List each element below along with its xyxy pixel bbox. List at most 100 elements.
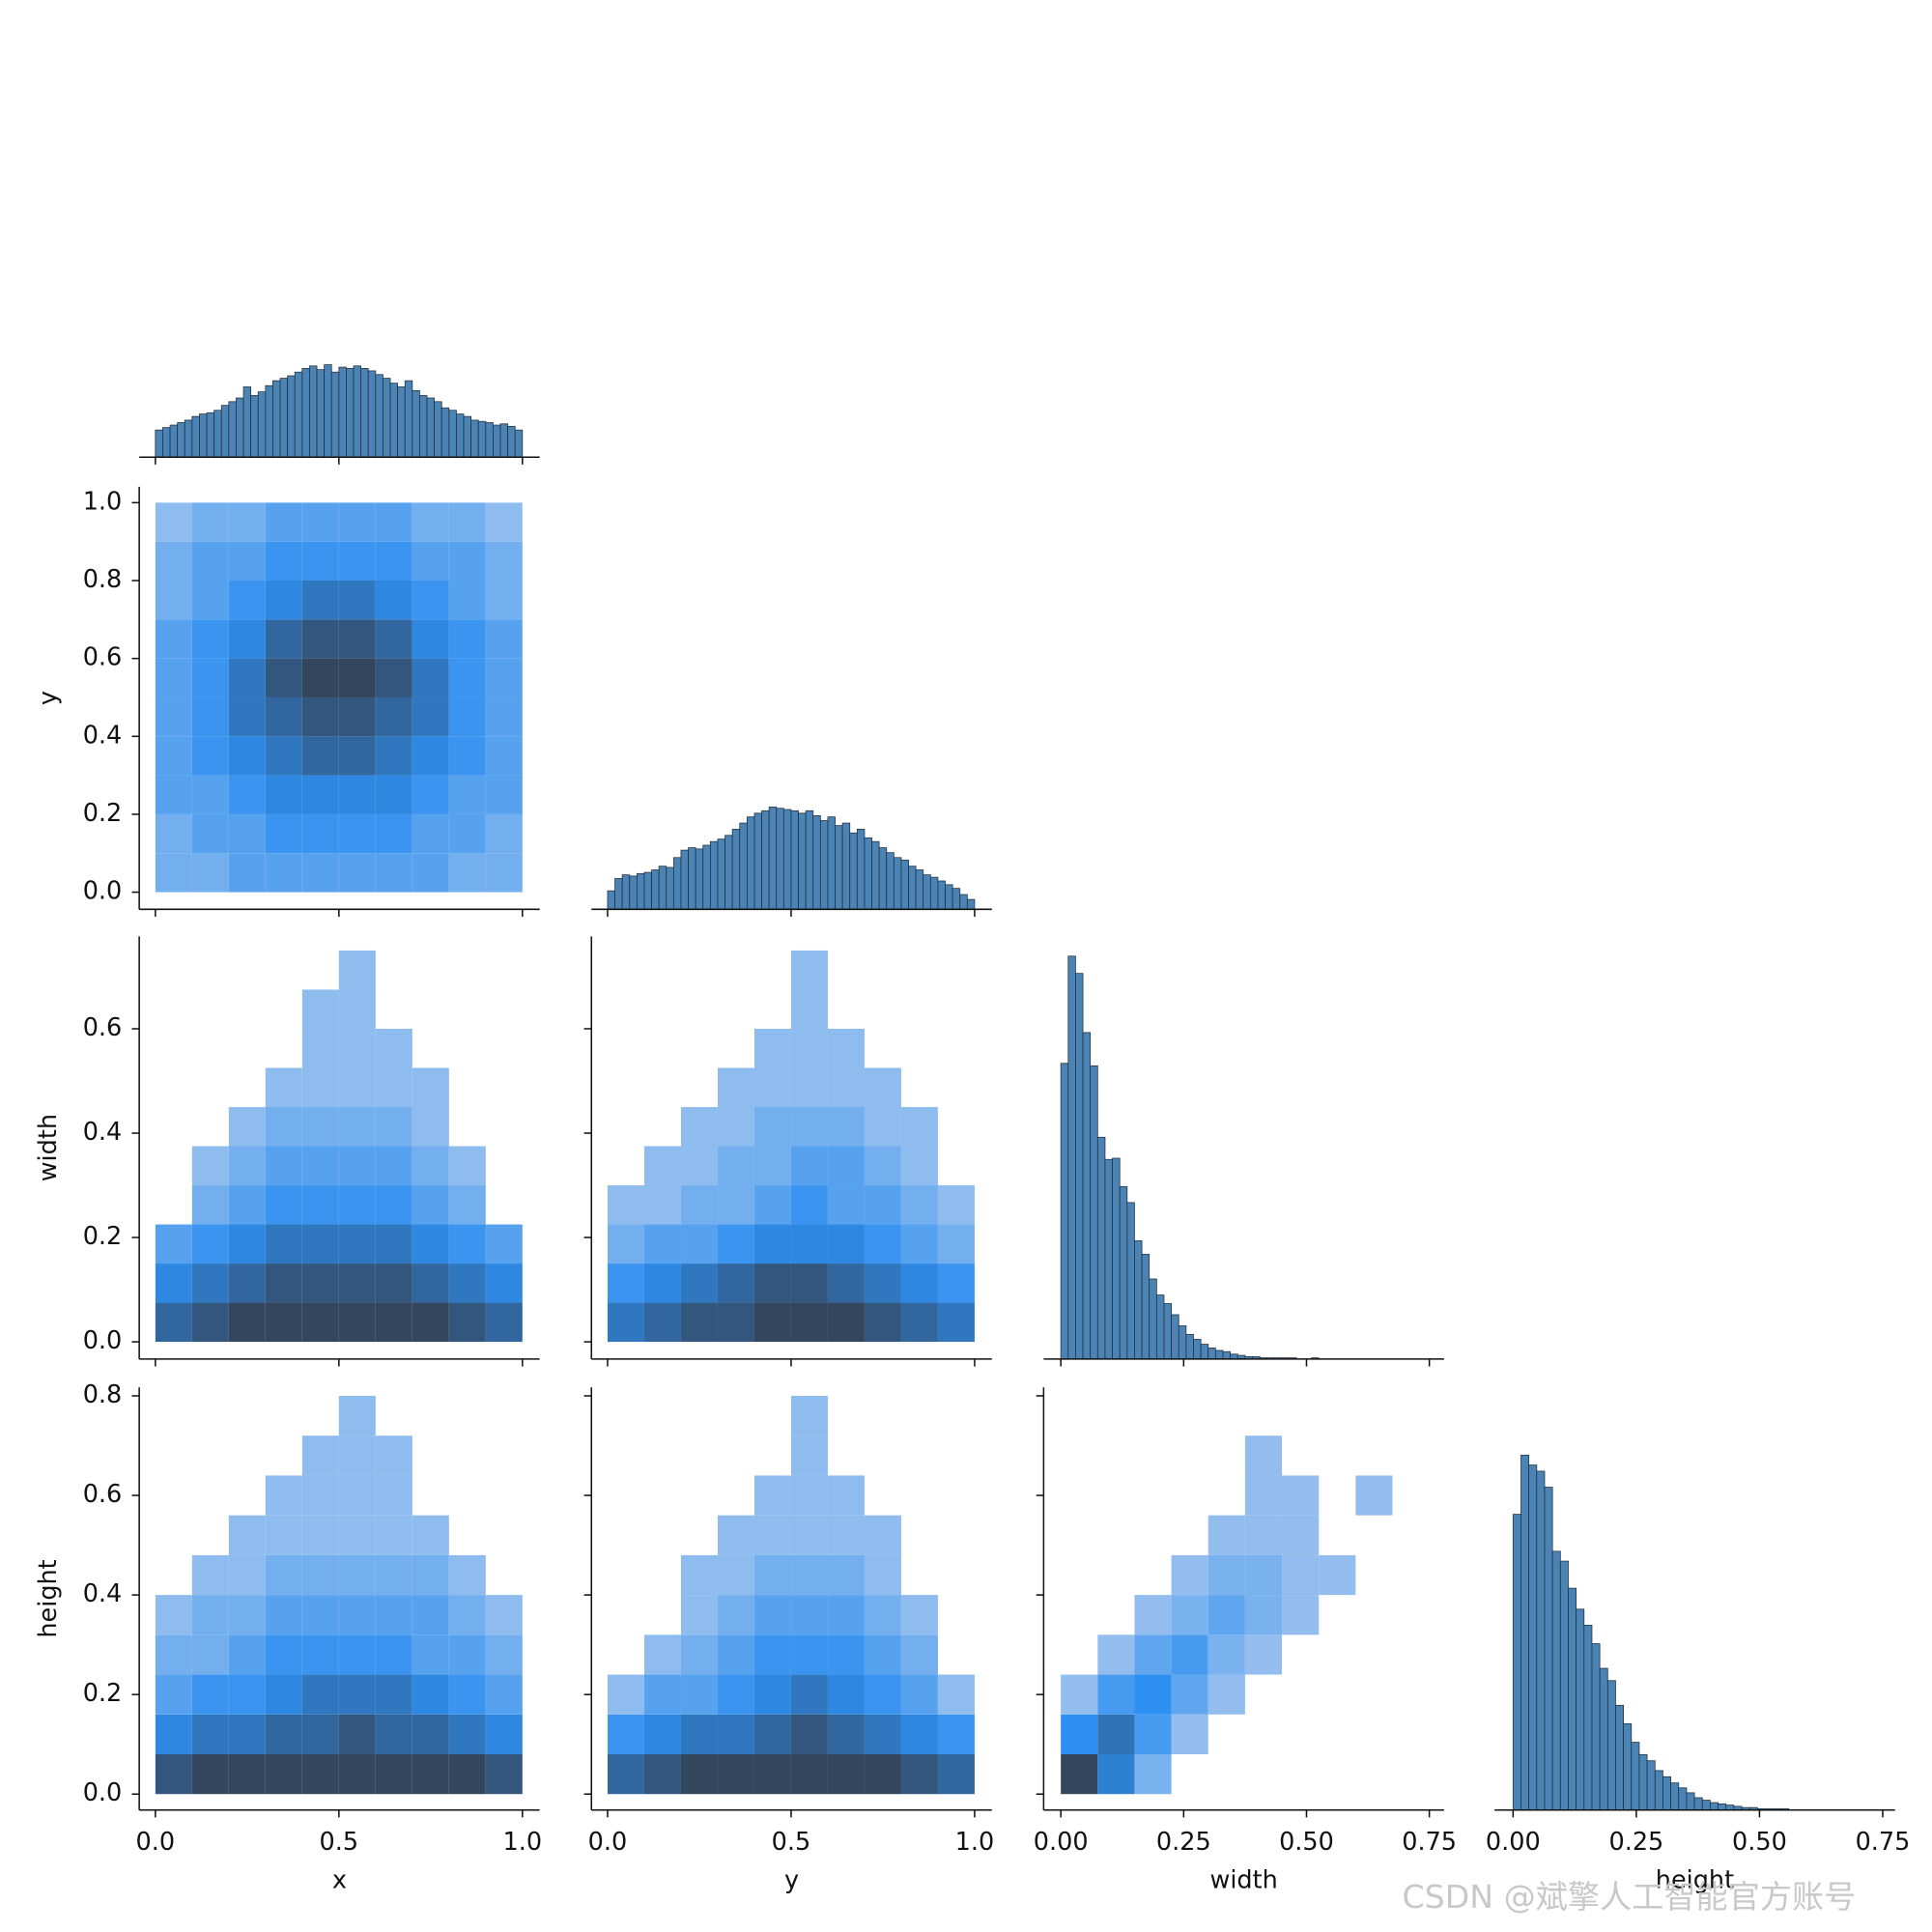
hist2d-cell <box>155 696 192 737</box>
hist2d-cell <box>449 1516 486 1555</box>
hist2d-cell <box>412 1146 449 1186</box>
hist2d-cell <box>790 1475 828 1516</box>
hist2d-cell <box>1392 1396 1429 1435</box>
hist2d-cell <box>301 1264 339 1303</box>
hist2d-cell <box>191 502 229 542</box>
hist2d-cell <box>229 951 266 990</box>
hist-bar <box>242 386 252 458</box>
hist2d-cell <box>1392 1475 1429 1515</box>
hist-bar <box>1082 1032 1092 1360</box>
hist-bar <box>1615 1704 1624 1811</box>
hist-bar <box>419 395 428 458</box>
hist2d-cell <box>865 951 901 990</box>
hist2d-cell <box>266 1029 302 1068</box>
hist2d-cell <box>680 1146 718 1186</box>
hist2d-cell <box>1392 1715 1429 1754</box>
hist2d-cell <box>790 1435 828 1476</box>
hist2d-cell <box>375 775 412 814</box>
hist2d-cell <box>790 1754 828 1795</box>
hist2d-cell <box>412 1264 449 1303</box>
hist2d-cell <box>448 658 486 697</box>
hist2d-cell <box>790 1224 828 1264</box>
y-axis-label: y <box>34 691 63 705</box>
hist2d-cell <box>754 1396 791 1435</box>
hist2d-cell <box>301 1754 339 1795</box>
hist2d-cell <box>827 1224 865 1264</box>
hist2d-cell <box>1061 1714 1098 1755</box>
hist2d-cell <box>717 1515 754 1555</box>
hist2d-cell <box>192 989 229 1029</box>
hist2d-cell <box>448 1595 486 1635</box>
hist2d-cell <box>790 1595 828 1635</box>
hist2d-cell <box>376 951 412 990</box>
hist2d-cell <box>1244 1634 1283 1675</box>
hist-bar <box>621 874 631 910</box>
hist2d-cell <box>338 1067 376 1108</box>
hist-bar <box>1718 1803 1727 1811</box>
hist-bar <box>643 871 652 910</box>
hist2d-cell <box>265 1264 302 1303</box>
hist-bar <box>220 405 230 458</box>
hist2d-cell <box>375 813 412 854</box>
hist-bar <box>1638 1753 1648 1811</box>
hist2d-cell <box>608 1475 644 1515</box>
hist2d-cell <box>191 1185 229 1225</box>
hist2d-cell <box>1244 1515 1283 1555</box>
hist2d-cell <box>156 1107 192 1147</box>
hist2d-cell <box>790 1067 828 1108</box>
hist2d-cell <box>753 1714 791 1755</box>
hist2d-cell <box>412 813 449 854</box>
hist2d-cell <box>301 1302 339 1343</box>
hist2d-cell <box>301 775 339 814</box>
hist2d-cell <box>375 696 412 737</box>
hist2d-cell <box>338 989 376 1029</box>
hist2d-cell <box>1282 1595 1320 1635</box>
hist-bar <box>680 849 689 910</box>
hist2d-cell <box>900 1185 938 1225</box>
hist2d-cell <box>643 1634 681 1675</box>
hist2d-cell <box>156 1396 192 1435</box>
hist-bar <box>782 809 792 910</box>
hist-bar <box>1536 1470 1546 1811</box>
hist-bar <box>915 869 924 910</box>
hist2d-cell <box>1172 1475 1208 1515</box>
hist2d-cell <box>937 1185 975 1225</box>
hist2d-cell <box>608 1595 644 1634</box>
hist2d-cell <box>1134 1516 1171 1555</box>
hist2d-cell <box>938 1029 975 1068</box>
hist2d-cell <box>901 989 938 1029</box>
hist2d-cell <box>265 1714 302 1755</box>
hist-bar <box>878 847 888 910</box>
hist-bar <box>1670 1782 1680 1811</box>
hist2d-cell <box>449 1067 486 1107</box>
hist2d-cell <box>155 502 192 542</box>
hist2d-cell <box>265 775 302 814</box>
hist-bar <box>1141 1254 1151 1360</box>
hist2d-cell <box>155 1634 192 1675</box>
hist2d-cell <box>718 1435 754 1475</box>
hist2d-cell <box>827 1634 865 1675</box>
hist2d-cell <box>790 1714 828 1755</box>
hist2d-cell <box>644 1555 681 1595</box>
hist2d-cell <box>228 1302 266 1343</box>
hist2d-cell <box>900 1714 938 1755</box>
hist2d-cell <box>608 1107 644 1147</box>
hist-bar <box>1528 1464 1538 1811</box>
hist2d-cell <box>155 541 192 582</box>
hist2d-cell <box>1319 1516 1355 1555</box>
hist2d-cell <box>938 1595 975 1634</box>
hist2d-cell <box>864 1185 901 1225</box>
hist2d-cell <box>412 1674 449 1715</box>
hist2d-cell <box>680 1302 718 1343</box>
hist2d-cell <box>301 1224 339 1264</box>
hist2d-cell <box>338 1107 376 1147</box>
hist2d-cell <box>265 1067 302 1108</box>
hist2d-cell <box>1061 1674 1098 1715</box>
hist2d-cell <box>608 1067 644 1107</box>
hist2d-cell <box>301 1107 339 1147</box>
hist2d-cell <box>1208 1396 1245 1435</box>
hist-bar <box>397 386 406 458</box>
hist2d-cell <box>1392 1435 1429 1475</box>
hist2d-cell <box>155 775 192 814</box>
hist2d-cell <box>608 1147 644 1186</box>
